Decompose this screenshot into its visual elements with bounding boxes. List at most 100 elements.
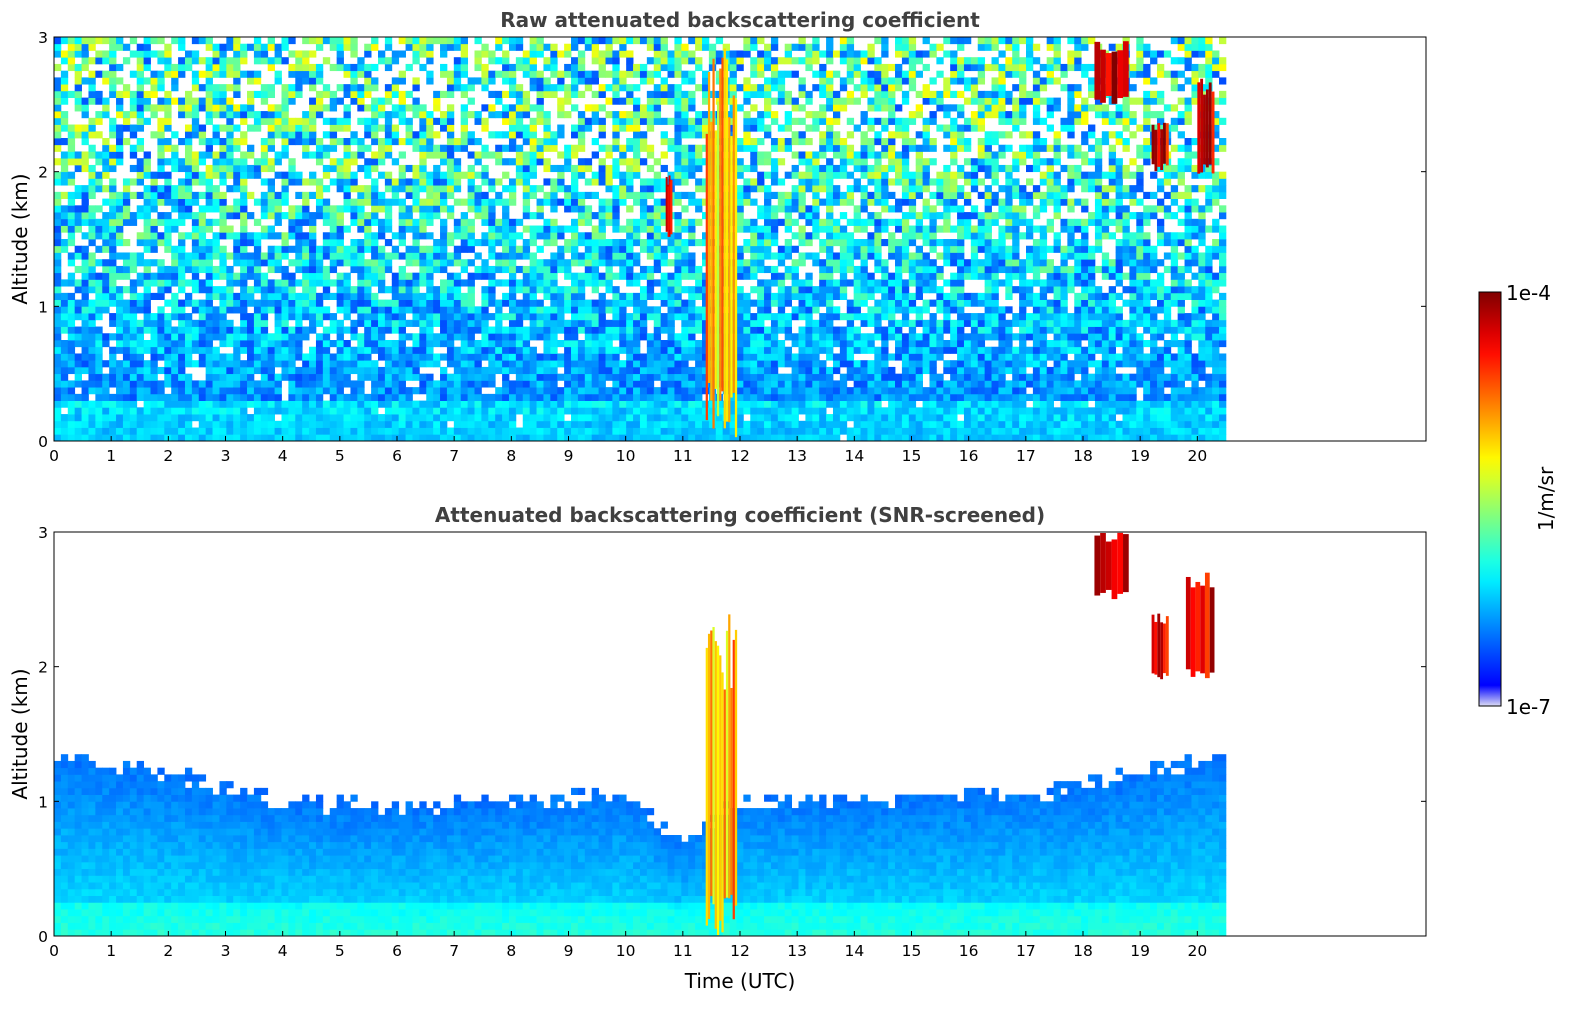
heatmap-cell: [591, 434, 599, 442]
heatmap-cell: [695, 326, 703, 334]
heatmap-cell: [102, 272, 110, 280]
heatmap-cell: [391, 407, 400, 415]
heatmap-cell: [667, 97, 675, 105]
heatmap-cell: [474, 239, 482, 247]
heatmap-cell: [619, 84, 627, 92]
heatmap-cell: [639, 70, 648, 78]
heatmap-cell: [660, 299, 668, 307]
heatmap-cell: [702, 70, 710, 78]
heatmap-cell: [467, 245, 475, 253]
heatmap-cell: [460, 50, 469, 58]
heatmap-cell: [495, 57, 503, 65]
heatmap-cell: [433, 340, 441, 348]
heatmap-cell: [171, 259, 179, 267]
heatmap-cell: [536, 393, 544, 401]
heatmap-cell: [564, 400, 572, 408]
heatmap-cell: [116, 420, 124, 428]
heatmap-cell: [412, 366, 420, 375]
heatmap-cell: [757, 366, 765, 375]
heatmap-cell: [467, 272, 475, 280]
heatmap-cell: [184, 164, 193, 173]
heatmap-cell: [343, 360, 351, 368]
heatmap-cell: [660, 131, 668, 139]
heatmap-cell: [453, 387, 462, 395]
heatmap-cell: [515, 340, 524, 348]
heatmap-cell: [143, 373, 151, 381]
heatmap-cell: [695, 346, 703, 354]
heatmap-cell: [109, 272, 117, 280]
heatmap-cell: [116, 387, 124, 395]
heatmap-cell: [67, 151, 76, 159]
heatmap-cell: [515, 178, 524, 186]
heatmap-cell: [233, 164, 241, 173]
heatmap-cell: [508, 90, 517, 98]
heatmap-cell: [81, 380, 89, 388]
heatmap-cell: [502, 171, 510, 179]
heatmap-cell: [267, 124, 275, 132]
heatmap-cell: [143, 407, 151, 415]
heatmap-cell: [729, 414, 737, 422]
heatmap-cell: [481, 272, 489, 280]
heatmap-cell: [309, 353, 317, 361]
heatmap-cell: [784, 239, 793, 247]
heatmap-cell: [184, 434, 193, 442]
heatmap-cell: [371, 43, 379, 51]
heatmap-cell: [295, 387, 303, 395]
heatmap-cell: [315, 111, 324, 119]
heatmap-cell: [515, 57, 524, 65]
heatmap-cell: [109, 393, 117, 401]
heatmap-cell: [557, 232, 565, 240]
heatmap-cell: [240, 151, 248, 159]
heatmap-cell: [191, 178, 200, 186]
heatmap-cell: [660, 380, 668, 388]
heatmap-cell: [288, 373, 296, 381]
heatmap-cell: [460, 306, 469, 314]
heatmap-cell: [605, 306, 613, 314]
heatmap-cell: [743, 198, 751, 206]
heatmap-cell: [598, 225, 606, 233]
heatmap-cell: [612, 212, 620, 220]
heatmap-cell: [191, 104, 200, 112]
heatmap-cell: [764, 400, 772, 408]
heatmap-cell: [474, 366, 482, 375]
heatmap-cell: [109, 117, 117, 125]
heatmap-cell: [412, 373, 420, 381]
heatmap-cell: [302, 212, 310, 220]
heatmap-cell: [178, 299, 186, 307]
heatmap-cell: [474, 427, 482, 435]
heatmap-cell: [688, 272, 696, 280]
heatmap-cell: [577, 90, 586, 98]
heatmap-cell: [288, 63, 296, 72]
heatmap-cell: [502, 259, 510, 267]
heatmap-cell: [405, 218, 413, 226]
heatmap-cell: [543, 63, 551, 72]
heatmap-cell: [378, 299, 386, 307]
heatmap-cell: [157, 37, 165, 45]
heatmap-cell: [267, 191, 275, 199]
heatmap-cell: [288, 232, 296, 240]
heatmap-cell: [667, 366, 675, 375]
heatmap-cell: [605, 164, 613, 173]
heatmap-cell: [736, 286, 744, 294]
heatmap-cell: [577, 37, 586, 45]
heatmap-cell: [571, 387, 579, 395]
heatmap-cell: [219, 144, 227, 152]
heatmap-cell: [667, 360, 675, 368]
heatmap-cell: [233, 279, 241, 287]
heatmap-cell: [240, 373, 248, 381]
heatmap-cell: [384, 387, 393, 395]
heatmap-cell: [695, 420, 703, 428]
heatmap-cell: [343, 138, 351, 146]
heatmap-cell: [212, 393, 220, 401]
heatmap-cell: [74, 158, 82, 166]
heatmap-cell: [274, 158, 282, 166]
heatmap-cell: [116, 319, 124, 327]
heatmap-cell: [639, 239, 648, 247]
heatmap-cell: [681, 373, 689, 381]
heatmap-cell: [626, 319, 634, 327]
heatmap-cell: [557, 353, 565, 361]
heatmap-cell: [702, 212, 710, 220]
heatmap-cell: [591, 104, 599, 112]
heatmap-cell: [543, 360, 551, 368]
heatmap-cell: [212, 185, 220, 193]
